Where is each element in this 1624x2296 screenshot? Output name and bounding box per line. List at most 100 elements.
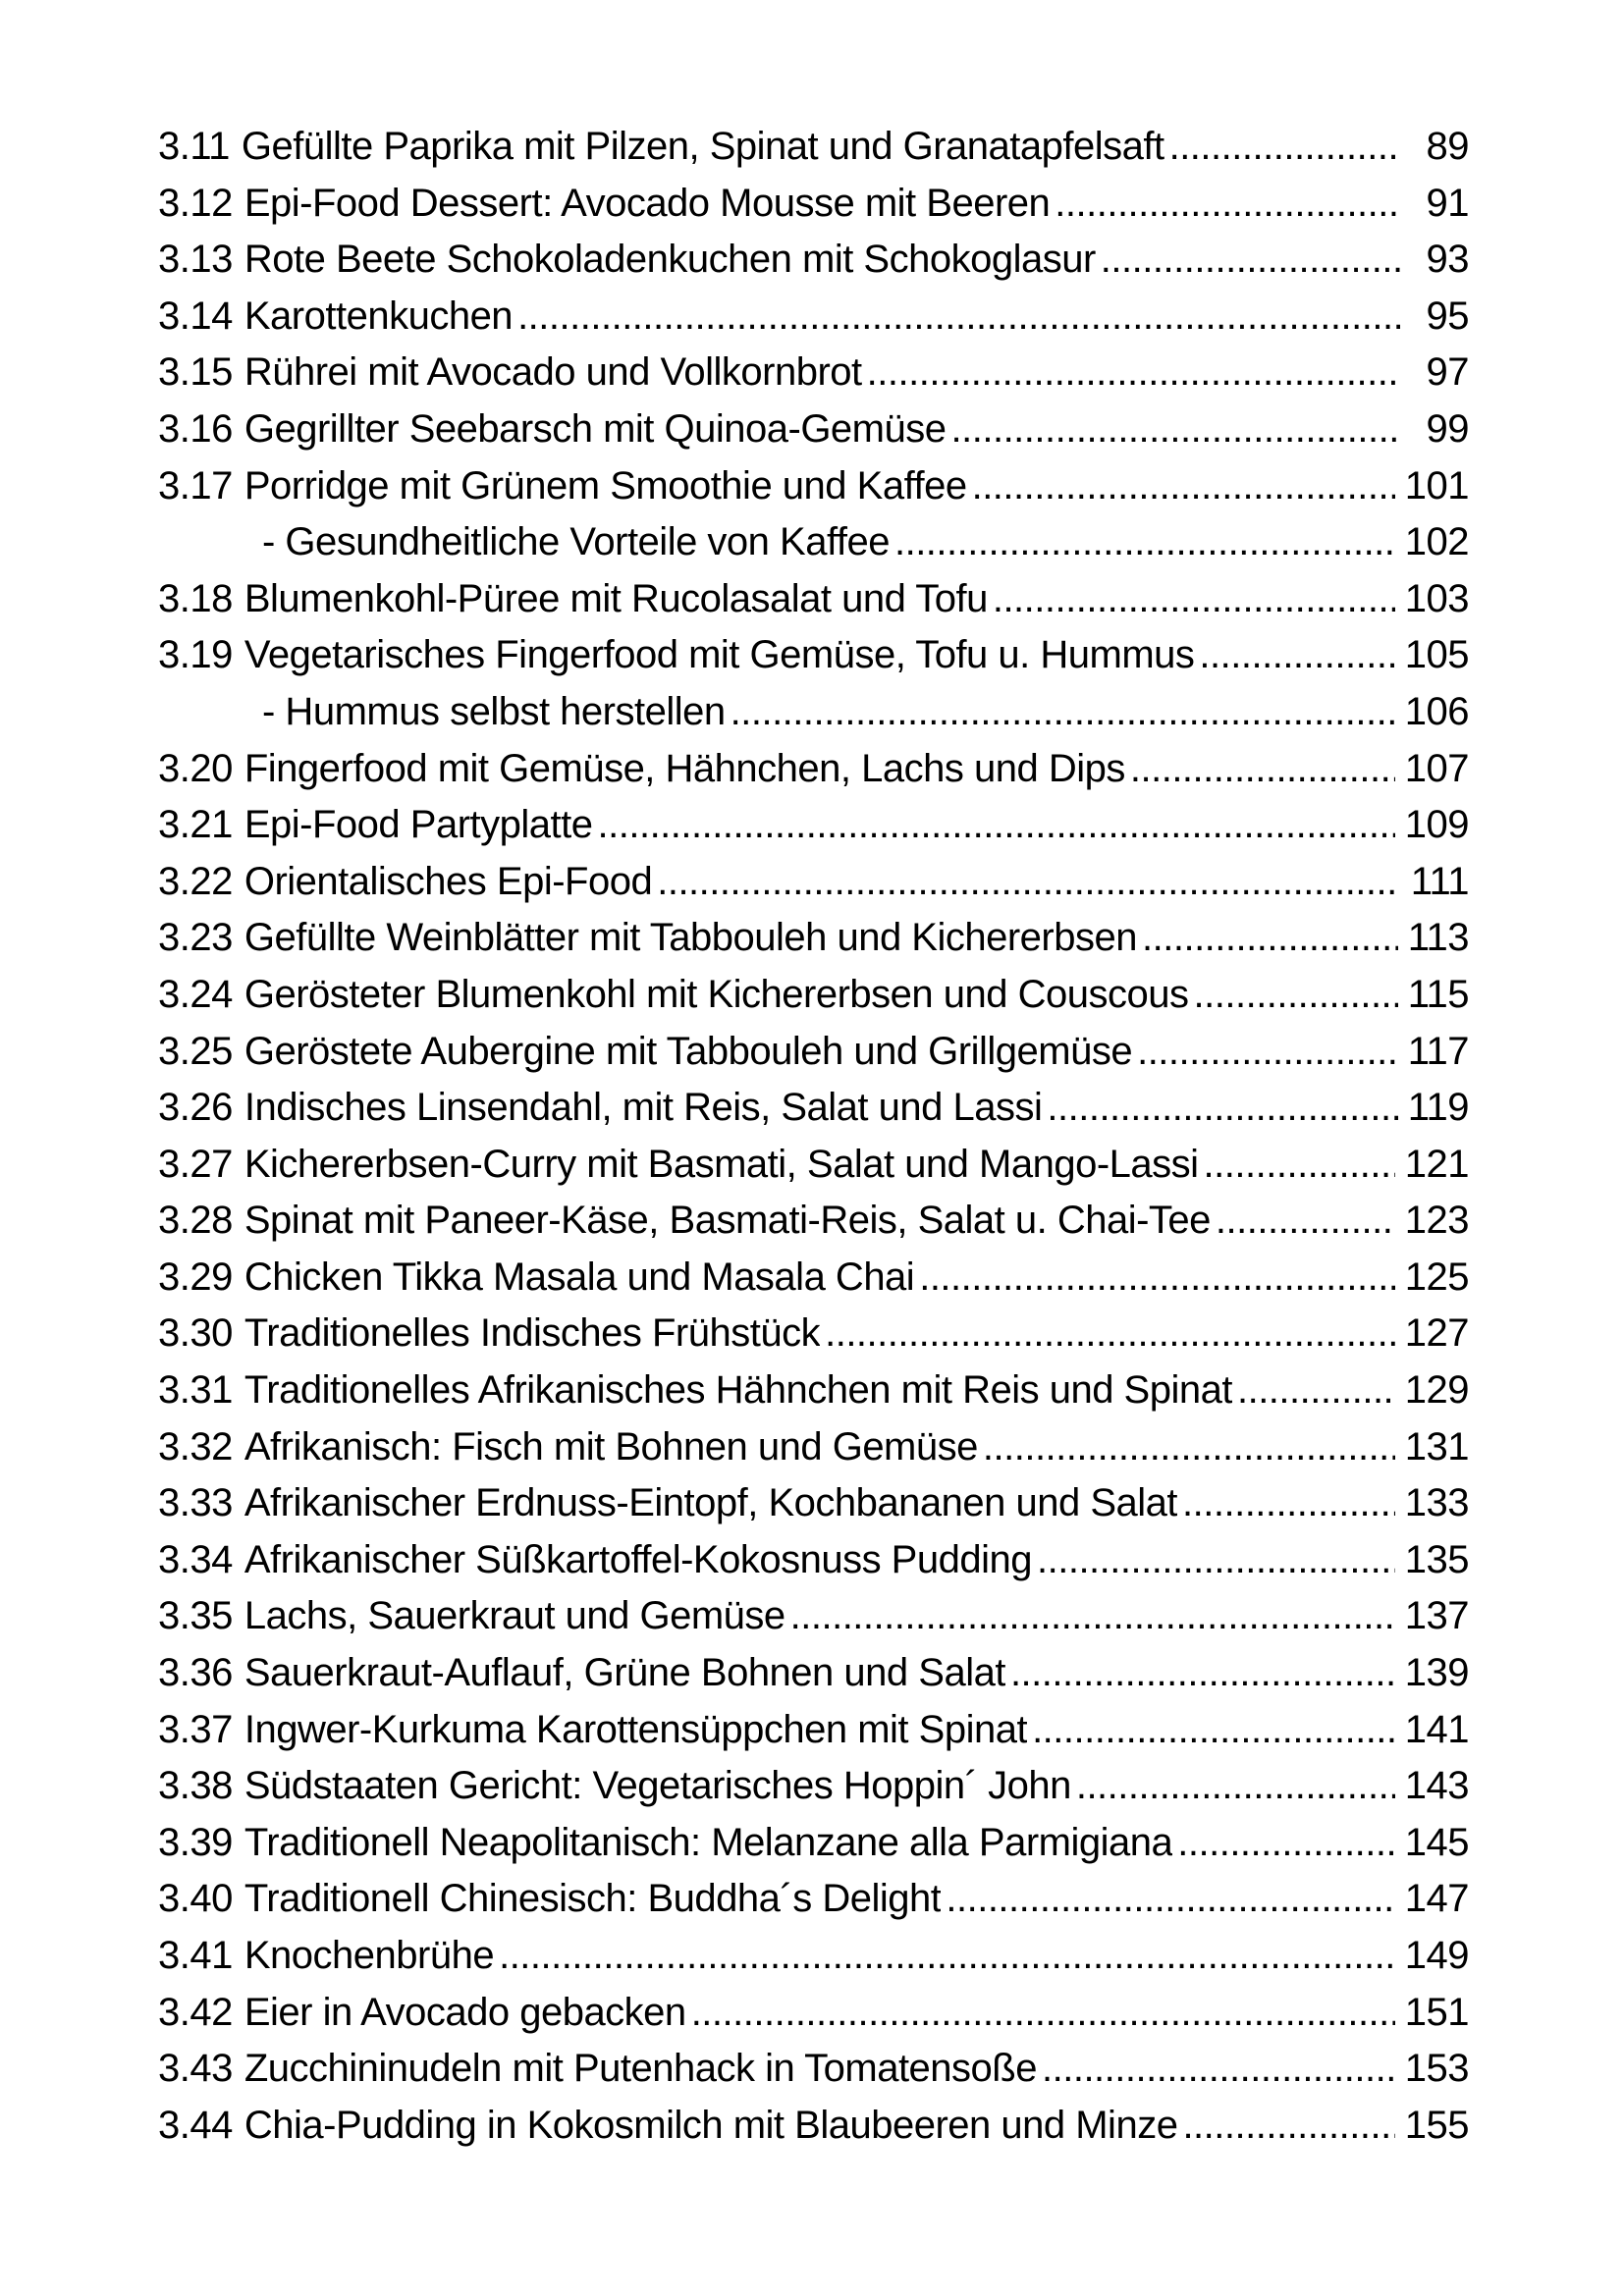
toc-leader-dots: [1182, 2098, 1394, 2155]
toc-entry-number: 3.40: [158, 1877, 233, 1921]
toc-entry: 3.30 Traditionelles Indisches Frühstück …: [158, 1306, 1470, 1362]
toc-entry-title: Lachs, Sauerkraut und Gemüse: [244, 1594, 785, 1638]
toc-entry-number: 3.12: [158, 181, 233, 225]
toc-entry-page: 107: [1404, 746, 1470, 790]
toc-entry-number: 3.37: [158, 1707, 233, 1751]
toc-entry-title: Afrikanisch: Fisch mit Bohnen und Gemüse: [244, 1424, 978, 1468]
toc-entry-title: Rote Beete Schokoladenkuchen mit Schokog…: [244, 238, 1096, 282]
toc-entry-number: 3.32: [158, 1424, 233, 1468]
toc-entry-page: 117: [1407, 1029, 1470, 1073]
toc-leader-dots: [1130, 741, 1395, 798]
toc-entry-page: 147: [1404, 1877, 1470, 1921]
toc-entry-page: 119: [1407, 1086, 1470, 1130]
toc-leader-dots: [1169, 119, 1400, 176]
toc-entry: 3.38 Südstaaten Gericht: Vegetarisches H…: [158, 1758, 1470, 1815]
toc-entry-number: 3.35: [158, 1594, 233, 1638]
toc-entry-page: 89: [1426, 125, 1470, 168]
toc-entry-number: 3.33: [158, 1481, 233, 1525]
toc-entry-number: 3.42: [158, 1990, 233, 2034]
toc-entry: 3.44 Chia-Pudding in Kokosmilch mit Blau…: [158, 2098, 1470, 2155]
toc-entry-page: 131: [1404, 1424, 1470, 1468]
toc-entry-title: Kichererbsen-Curry mit Basmati, Salat un…: [244, 1142, 1199, 1186]
toc-entry-page: 103: [1404, 576, 1470, 620]
toc-entry-number: 3.21: [158, 803, 233, 847]
toc-entry: 3.31 Traditionelles Afrikanisches Hähnch…: [158, 1362, 1470, 1419]
toc-leader-dots: [1010, 1645, 1395, 1702]
toc-entry-page: 115: [1407, 972, 1470, 1016]
toc-entry: 3.32 Afrikanisch: Fisch mit Bohnen und G…: [158, 1419, 1470, 1476]
toc-entry: 3.34 Afrikanischer Süßkartoffel-Kokosnus…: [158, 1532, 1470, 1589]
toc-entry-page: 109: [1404, 803, 1470, 847]
toc-leader-dots: [1032, 1702, 1395, 1759]
toc-entry: 3.21 Epi-Food Partyplatte 109: [158, 797, 1470, 854]
toc-entry-number: 3.28: [158, 1199, 233, 1243]
toc-entry-title: Traditionelles Afrikanisches Hähnchen mi…: [244, 1368, 1232, 1413]
toc-entry-page: 135: [1404, 1537, 1470, 1581]
toc-entry-title: - Gesundheitliche Vorteile von Kaffee: [262, 520, 890, 564]
toc-entry: 3.22 Orientalisches Epi-Food 111: [158, 854, 1470, 911]
toc-leader-dots: [983, 1419, 1395, 1476]
toc-entry-page: 127: [1404, 1311, 1470, 1356]
toc-entry-title: Spinat mit Paneer-Käse, Basmati-Reis, Sa…: [244, 1199, 1211, 1243]
toc-entry: 3.15 Rührei mit Avocado und Vollkornbrot…: [158, 345, 1470, 401]
toc-entry: 3.43 Zucchininudeln mit Putenhack in Tom…: [158, 2041, 1470, 2098]
toc-leader-dots: [825, 1306, 1395, 1362]
toc-leader-dots: [517, 289, 1400, 346]
toc-entry: 3.14 Karottenkuchen 95: [158, 289, 1470, 346]
toc-entry-page: 111: [1410, 859, 1470, 903]
toc-entry-number: 3.44: [158, 2103, 233, 2147]
toc-entry: 3.29 Chicken Tikka Masala und Masala Cha…: [158, 1250, 1470, 1307]
toc-leader-dots: [1237, 1362, 1395, 1419]
toc-entry-title: Gefüllte Weinblätter mit Tabbouleh und K…: [244, 916, 1137, 960]
toc-entry-title: Knochenbrühe: [244, 1934, 495, 1977]
toc-entry-number: 3.17: [158, 463, 233, 507]
toc-leader-dots: [1101, 232, 1400, 289]
toc-leader-dots: [867, 345, 1400, 401]
toc-entry-title: Geröstete Aubergine mit Tabbouleh und Gr…: [244, 1029, 1133, 1073]
toc-entry-title: Rührei mit Avocado und Vollkornbrot: [244, 350, 862, 395]
toc-leader-dots: [1142, 910, 1398, 967]
toc-leader-dots: [1055, 176, 1400, 233]
toc-entry-page: 93: [1426, 238, 1470, 282]
toc-entry-number: 3.27: [158, 1142, 233, 1186]
toc-entry-page: 133: [1404, 1481, 1470, 1525]
toc-leader-dots: [951, 401, 1401, 458]
toc-entry-page: 102: [1404, 520, 1470, 564]
toc-entry: 3.41 Knochenbrühe 149: [158, 1928, 1470, 1985]
toc-entry-number: 3.43: [158, 2047, 233, 2091]
toc-entry-title: Afrikanischer Süßkartoffel-Kokosnuss Pud…: [244, 1537, 1032, 1581]
toc-entry: 3.17 Porridge mit Grünem Smoothie und Ka…: [158, 458, 1470, 515]
toc-entry: 3.16 Gegrillter Seebarsch mit Quinoa-Gem…: [158, 401, 1470, 458]
toc-entry-title: Zucchininudeln mit Putenhack in Tomatens…: [244, 2047, 1037, 2091]
toc-leader-dots: [1177, 1815, 1395, 1872]
toc-entry-title: Afrikanischer Erdnuss-Eintopf, Kochbanan…: [244, 1481, 1178, 1525]
toc-entry-number: 3.15: [158, 350, 233, 395]
toc-entry-page: 121: [1404, 1142, 1470, 1186]
toc-entry-page: 97: [1426, 350, 1470, 395]
toc-entry-number: 3.18: [158, 576, 233, 620]
toc-entry-page: 91: [1426, 181, 1470, 225]
toc-entry: 3.13 Rote Beete Schokoladenkuchen mit Sc…: [158, 232, 1470, 289]
toc-entry-title: Epi-Food Dessert: Avocado Mousse mit Bee…: [244, 181, 1051, 225]
toc-leader-dots: [1216, 1193, 1395, 1250]
toc-entry-title: Indisches Linsendahl, mit Reis, Salat un…: [244, 1086, 1043, 1130]
toc-entry: 3.39 Traditionell Neapolitanisch: Melanz…: [158, 1815, 1470, 1872]
toc-entry-number: 3.26: [158, 1086, 233, 1130]
toc-entry-title: - Hummus selbst herstellen: [262, 689, 726, 733]
toc-entry: 3.25 Geröstete Aubergine mit Tabbouleh u…: [158, 1024, 1470, 1081]
toc-entry-page: 153: [1404, 2047, 1470, 2091]
toc-entry: 3.11 Gefüllte Paprika mit Pilzen, Spinat…: [158, 119, 1470, 176]
toc-entry: 3.12 Epi-Food Dessert: Avocado Mousse mi…: [158, 176, 1470, 233]
toc-entry-number: 3.31: [158, 1368, 233, 1413]
toc-entry-title: Traditionell Neapolitanisch: Melanzane a…: [244, 1820, 1173, 1864]
toc-entry-number: 3.41: [158, 1934, 233, 1977]
toc-entry-page: 113: [1407, 916, 1470, 960]
toc-leader-dots: [1199, 627, 1394, 684]
toc-leader-dots: [919, 1250, 1395, 1307]
toc-entry-number: 3.19: [158, 633, 233, 677]
toc-entry-number: 3.20: [158, 746, 233, 790]
toc-entry-title: Gegrillter Seebarsch mit Quinoa-Gemüse: [244, 406, 947, 451]
toc-entry: 3.27 Kichererbsen-Curry mit Basmati, Sal…: [158, 1137, 1470, 1194]
toc-leader-dots: [1042, 2041, 1395, 2098]
